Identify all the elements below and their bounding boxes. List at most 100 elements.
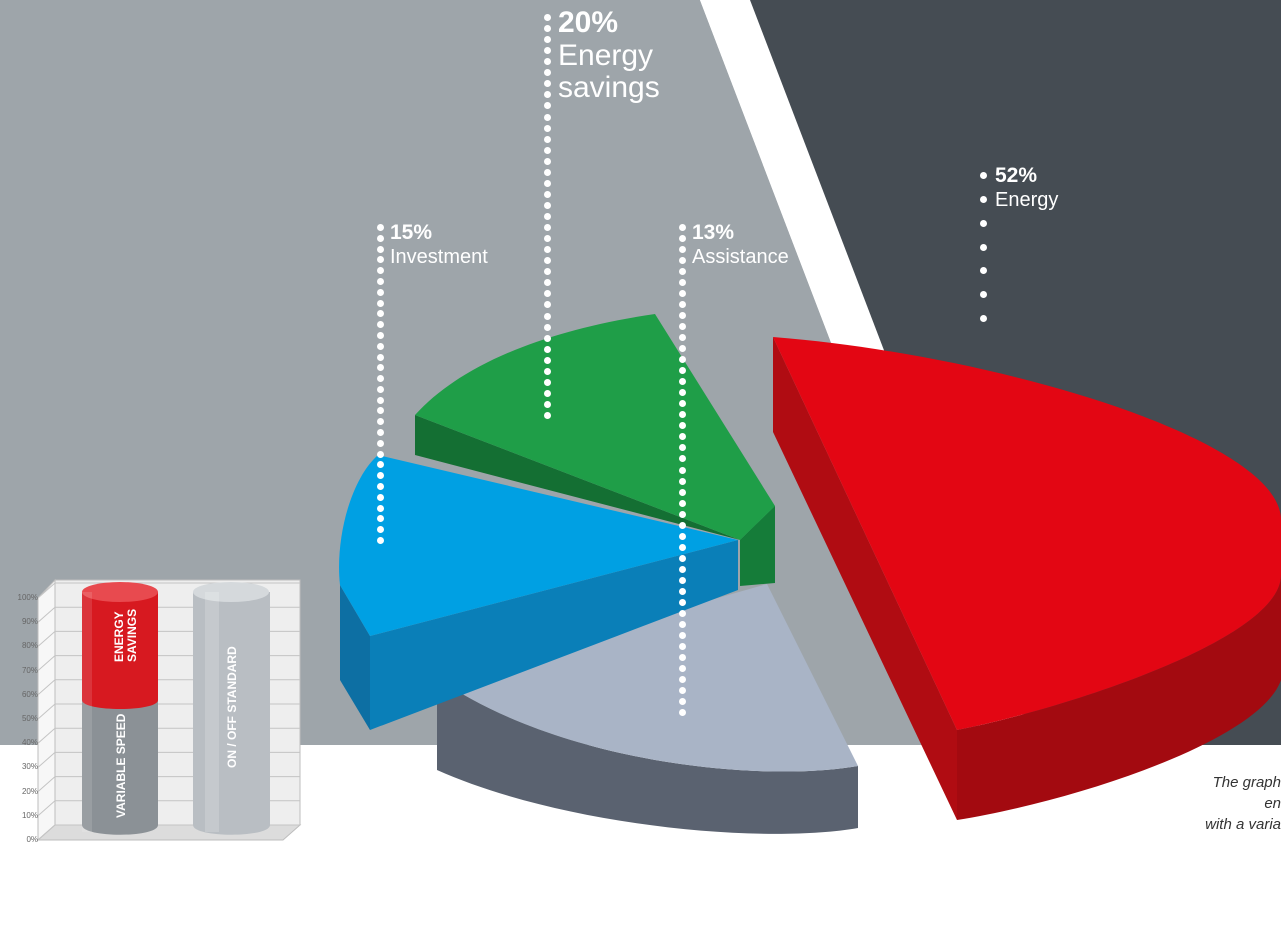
label-energy-savings: 20% Energy savings	[558, 6, 660, 104]
leader-dot	[377, 331, 384, 339]
y-tick-label: 100%	[17, 593, 38, 602]
label-energy-savings-name-1: Energy	[558, 39, 654, 72]
leader-dot	[980, 195, 987, 203]
bar-label-variable-speed: VARIABLE SPEED	[114, 713, 128, 818]
leader-dot	[679, 510, 686, 518]
leader-dot	[679, 499, 686, 507]
leader-dot	[679, 312, 686, 320]
bar-on-off-standard	[193, 582, 270, 835]
leader-dot	[377, 310, 384, 318]
leader-dot	[679, 609, 686, 617]
leader-dot	[377, 321, 384, 329]
label-investment: 15% Investment	[390, 221, 488, 269]
leader-dot	[377, 439, 384, 447]
label-investment-name: Investment	[390, 246, 488, 268]
leader-dots-investment	[377, 224, 385, 544]
leader-dot	[544, 146, 551, 154]
leader-dot	[679, 709, 686, 716]
leader-dot	[544, 168, 551, 176]
leader-dot	[679, 400, 686, 408]
leader-dot	[679, 235, 686, 243]
leader-dot	[544, 69, 551, 77]
y-tick-label: 20%	[21, 786, 38, 796]
leader-dot	[980, 243, 987, 251]
leader-dot	[377, 342, 384, 350]
leader-dot	[377, 407, 384, 415]
leader-dot	[679, 301, 686, 309]
leader-dot	[679, 433, 686, 441]
pie-slice-energy	[773, 337, 1281, 820]
leader-dot	[544, 113, 551, 121]
leader-dot	[544, 412, 551, 419]
leader-dot	[544, 290, 551, 298]
bar-variable-speed	[82, 582, 158, 835]
leader-dot	[679, 466, 686, 474]
leader-dot	[679, 323, 686, 331]
leader-dot	[544, 213, 551, 220]
leader-dot	[544, 268, 551, 276]
leader-dot	[377, 224, 384, 231]
bar-chart: ENERGY SAVINGS VARIABLE SPEED ON / OFF S…	[36, 578, 302, 842]
leader-dot	[679, 598, 686, 606]
y-tick-label: 40%	[21, 738, 38, 748]
leader-dot	[679, 521, 686, 529]
leader-dot	[679, 543, 686, 551]
leader-dot	[679, 686, 686, 694]
leader-dot	[377, 277, 384, 285]
leader-dot	[544, 301, 551, 309]
leader-dot	[679, 411, 686, 419]
bar-chart-sidewall	[37, 578, 56, 842]
leader-dot	[679, 532, 686, 540]
leader-dot	[377, 483, 384, 491]
leader-dot	[377, 537, 384, 544]
leader-dot	[679, 356, 686, 364]
leader-dot	[544, 345, 551, 353]
leader-dot	[679, 620, 686, 628]
caption-line-2: en	[1264, 795, 1281, 812]
leader-dot	[679, 422, 686, 430]
leader-dot	[377, 299, 384, 307]
leader-dot	[679, 565, 686, 573]
leader-dot	[544, 14, 551, 21]
leader-dots-savings	[544, 14, 552, 419]
leader-dot	[377, 267, 384, 275]
leader-dot	[377, 245, 384, 253]
leader-dot	[679, 642, 686, 650]
pie-slice-investment	[339, 455, 738, 730]
leader-dot	[679, 576, 686, 584]
leader-dot	[679, 389, 686, 397]
leader-dot	[377, 429, 384, 437]
caption-line-3: with a varia	[1205, 816, 1281, 833]
leader-dot	[679, 444, 686, 452]
leader-dots-energy	[980, 172, 988, 322]
leader-dot	[377, 234, 384, 242]
leader-dot	[544, 224, 551, 232]
leader-dot	[544, 36, 551, 44]
leader-dot	[679, 455, 686, 463]
y-tick-label: 90%	[21, 617, 38, 627]
leader-dot	[544, 135, 551, 143]
leader-dot	[679, 268, 686, 276]
bar-label-savings-2: SAVINGS	[125, 609, 139, 662]
leader-dot	[377, 461, 384, 469]
bar-label-on-off-standard: ON / OFF STANDARD	[225, 646, 239, 768]
leader-dot	[377, 515, 384, 523]
leader-dot	[377, 256, 384, 264]
leader-dot	[980, 291, 987, 299]
leader-dot	[679, 224, 686, 231]
y-tick-label: 80%	[21, 641, 38, 651]
leader-dot	[679, 345, 686, 353]
leader-dot	[679, 697, 686, 705]
leader-dot	[544, 201, 551, 209]
leader-dot	[544, 323, 551, 331]
y-tick-label: 10%	[21, 810, 38, 820]
leader-dot	[980, 267, 987, 275]
leader-dot	[679, 675, 686, 683]
leader-dot	[544, 279, 551, 287]
leader-dot	[679, 378, 686, 386]
leader-dot	[544, 367, 551, 375]
leader-dot	[679, 367, 686, 375]
leader-dot	[544, 356, 551, 364]
leader-dot	[544, 25, 551, 33]
